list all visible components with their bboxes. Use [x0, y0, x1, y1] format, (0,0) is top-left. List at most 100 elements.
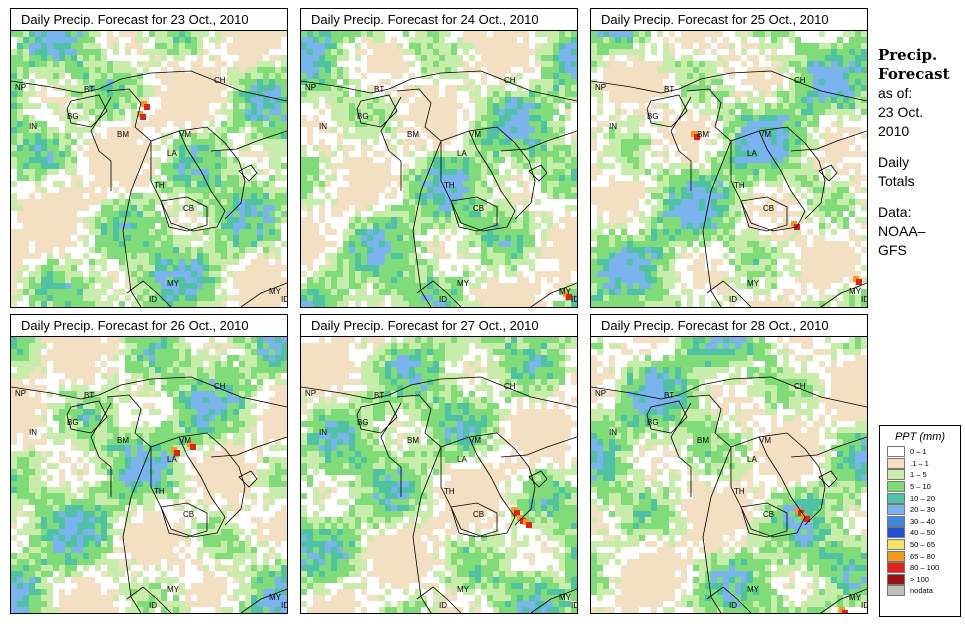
precip-cell [777, 181, 783, 187]
precip-cell [621, 97, 627, 103]
precip-cell [245, 289, 251, 295]
precip-cell [269, 61, 275, 67]
precip-cell [523, 277, 529, 283]
precip-cell [77, 133, 83, 139]
precip-cell [29, 205, 35, 211]
precip-cell [603, 85, 609, 91]
precip-cell [609, 151, 615, 157]
precip-cell [415, 259, 421, 265]
precip-cell [681, 121, 687, 127]
precip-cell [621, 169, 627, 175]
precip-cell [675, 139, 681, 145]
precip-cell [23, 199, 29, 205]
precip-cell [457, 187, 463, 193]
precip-cell [119, 67, 125, 73]
precip-cell [807, 253, 813, 259]
precip-cell [493, 67, 499, 73]
precip-cell [615, 217, 621, 223]
precip-cell [263, 265, 269, 271]
precip-cell [95, 211, 101, 217]
precip-cell [463, 43, 469, 49]
precip-cell [149, 61, 155, 67]
precip-cell [463, 163, 469, 169]
precip-cell [825, 223, 831, 229]
precip-cell [597, 241, 603, 247]
precip-cell [609, 247, 615, 253]
precip-cell [795, 235, 801, 241]
precip-cell [559, 31, 565, 37]
precip-cell [855, 37, 861, 43]
precip-cell [621, 193, 627, 199]
precip-cell [433, 295, 439, 301]
precip-cell [215, 217, 221, 223]
precip-cell [753, 265, 759, 271]
precip-cell [251, 103, 257, 109]
precip-cell [131, 199, 137, 205]
precip-cell [729, 157, 735, 163]
precip-cell [451, 67, 457, 73]
precip-cell [681, 199, 687, 205]
precip-cell [609, 265, 615, 271]
precip-cell [831, 253, 837, 259]
precip-cell [597, 229, 603, 235]
precip-cell [125, 157, 131, 163]
precip-cell [173, 103, 179, 109]
precip-cell [603, 133, 609, 139]
precip-cell [535, 151, 541, 157]
precip-cell [675, 163, 681, 169]
precip-cell [233, 175, 239, 181]
precip-cell [591, 55, 597, 61]
precip-cell [197, 37, 203, 43]
precip-cell [463, 61, 469, 67]
precip-cell [813, 115, 819, 121]
precip-cell [41, 37, 47, 43]
precip-cell [379, 79, 385, 85]
precip-cell [185, 301, 191, 307]
precip-cell [639, 139, 645, 145]
precip-cell [729, 199, 735, 205]
precip-cell [627, 127, 633, 133]
precip-cell [35, 163, 41, 169]
precip-cell [855, 49, 861, 55]
precip-cell [331, 31, 337, 37]
precip-cell [741, 157, 747, 163]
precip-cell [47, 169, 53, 175]
precip-cell [657, 85, 663, 91]
precip-cell [681, 187, 687, 193]
precip-cell [113, 73, 119, 79]
precip-cell [789, 31, 795, 37]
country-label: ID [149, 295, 157, 304]
precip-cell [71, 103, 77, 109]
precip-cell [651, 211, 657, 217]
precip-cell [11, 31, 17, 37]
precip-cell [379, 247, 385, 253]
precip-cell [349, 187, 355, 193]
precip-cell [439, 127, 445, 133]
precip-cell [17, 217, 23, 223]
precip-cell [355, 253, 361, 259]
precip-cell [735, 271, 741, 277]
precip-cell [427, 67, 433, 73]
precip-cell [349, 163, 355, 169]
precip-cell [571, 133, 577, 139]
precip-cell [197, 85, 203, 91]
precip-cell [65, 193, 71, 199]
precip-cell [681, 55, 687, 61]
precip-cell [487, 211, 493, 217]
precip-cell [603, 247, 609, 253]
precip-cell [251, 73, 257, 79]
precip-cell [349, 259, 355, 265]
precip-cell [687, 61, 693, 67]
precip-cell [233, 217, 239, 223]
precip-cell [493, 217, 499, 223]
precip-cell [439, 49, 445, 55]
precip-cell [143, 37, 149, 43]
precip-cell [65, 145, 71, 151]
precip-cell [167, 271, 173, 277]
precip-cell [131, 121, 137, 127]
precip-cell [559, 157, 565, 163]
precip-cell [523, 187, 529, 193]
precip-cell [475, 253, 481, 259]
precip-cell [487, 277, 493, 283]
precip-cell [427, 289, 433, 295]
